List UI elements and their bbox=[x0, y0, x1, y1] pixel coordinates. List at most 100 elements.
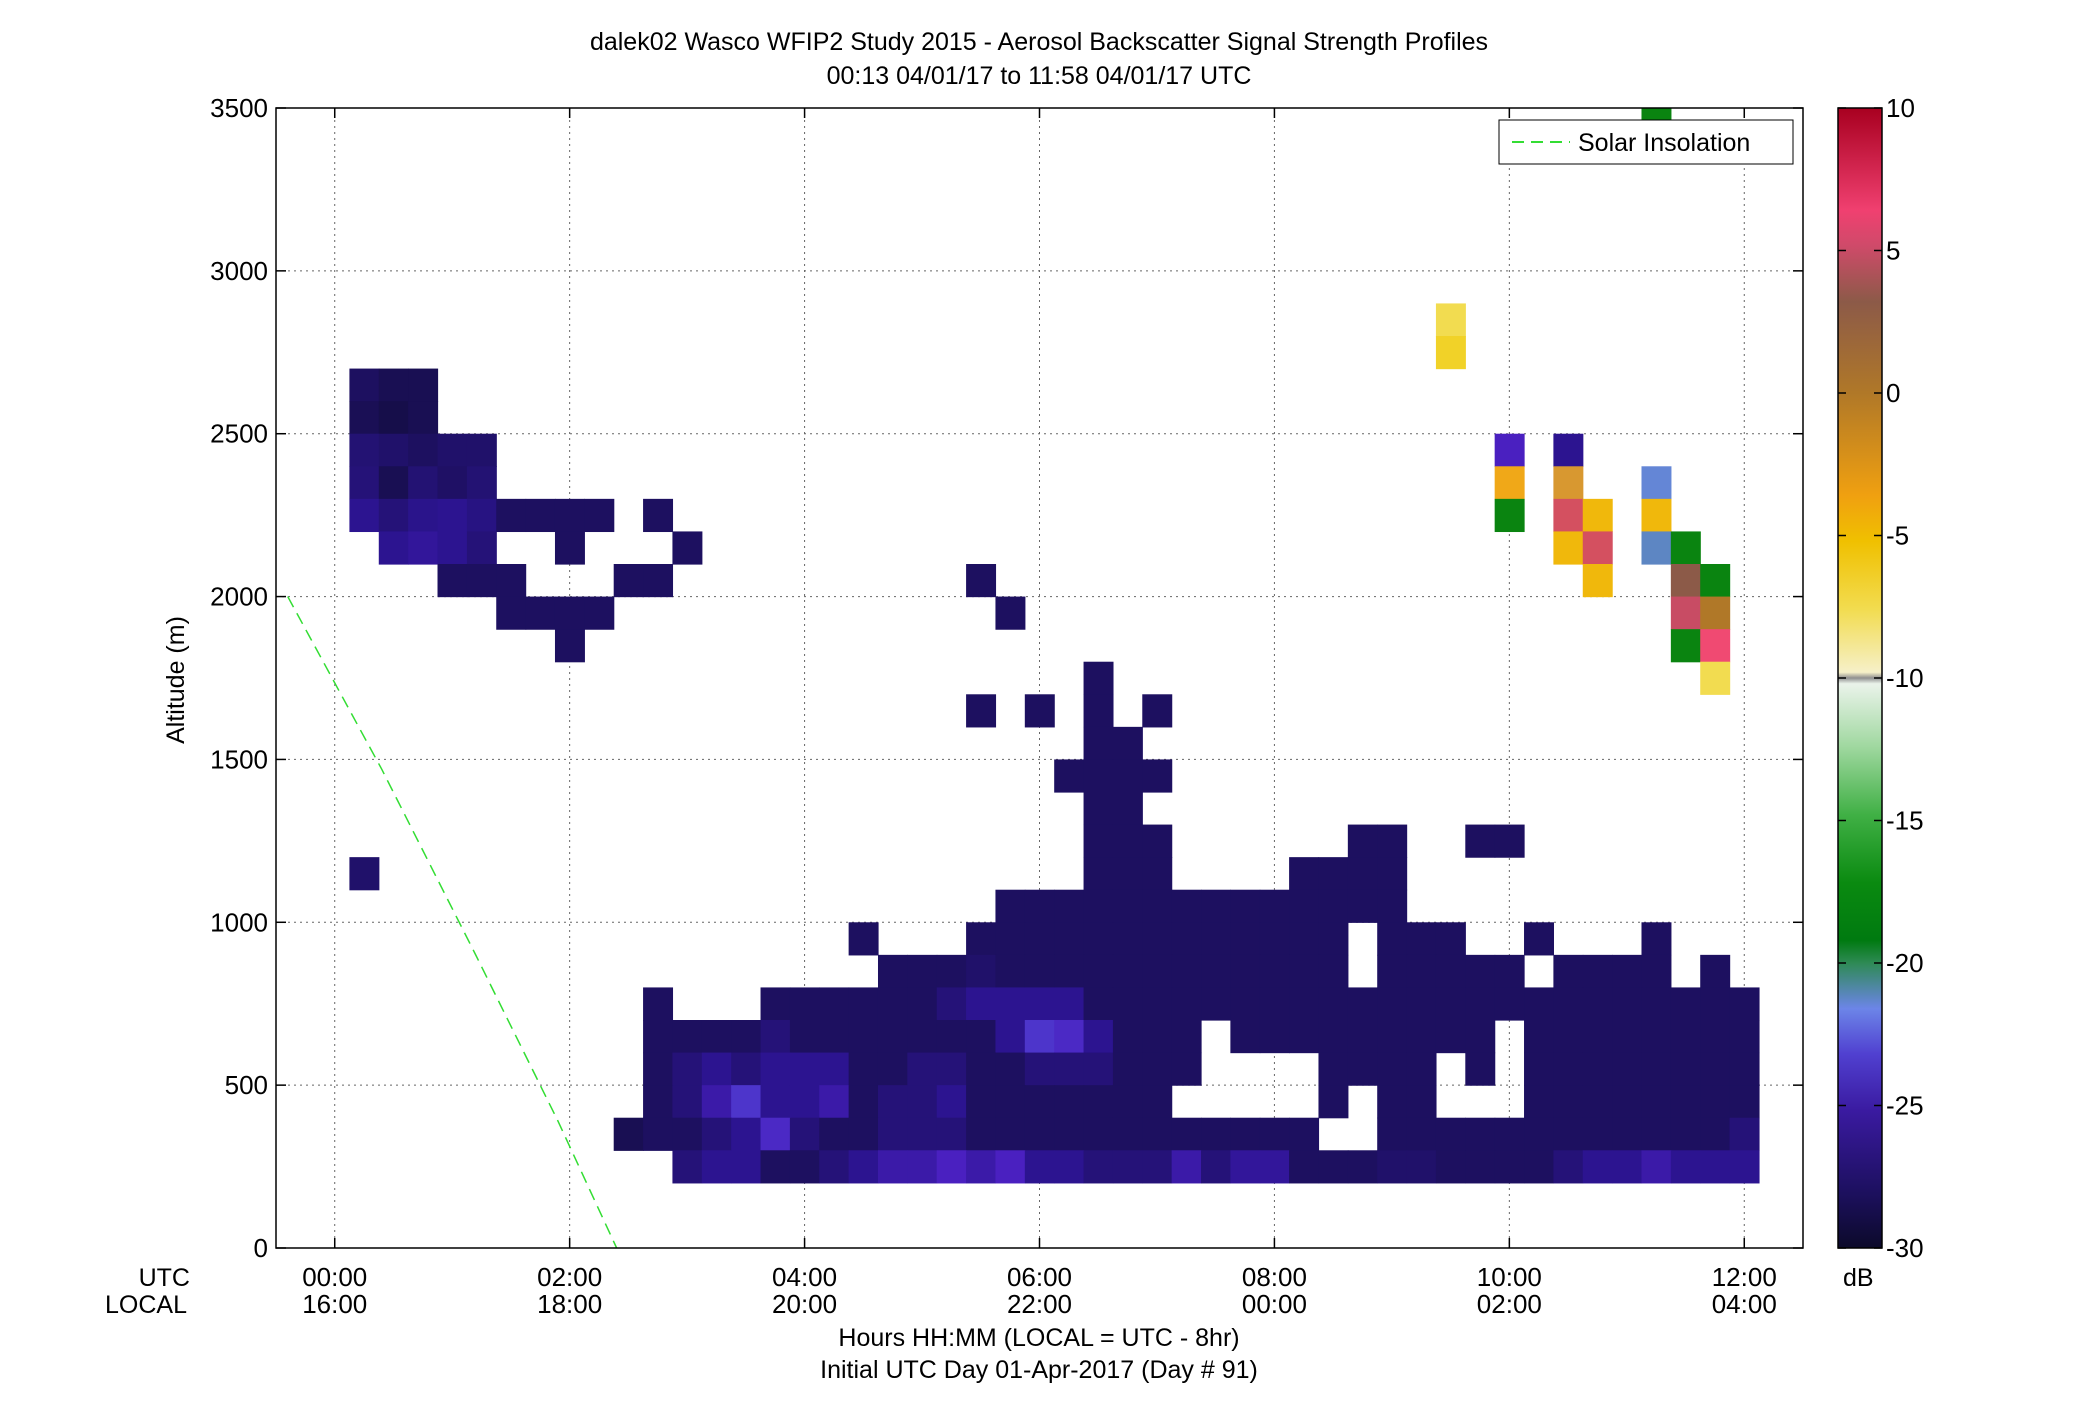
heatmap-cell bbox=[1700, 564, 1731, 598]
heatmap-cell bbox=[877, 954, 908, 989]
heatmap-cell bbox=[643, 564, 674, 598]
heatmap-cell bbox=[1729, 1150, 1760, 1184]
heatmap-cell bbox=[643, 987, 674, 1021]
heatmap-cell bbox=[1524, 922, 1554, 956]
heatmap-cell bbox=[1259, 1117, 1290, 1151]
x-tick-label-utc: 06:00 bbox=[1007, 1262, 1072, 1292]
heatmap-cell bbox=[613, 564, 644, 598]
heatmap-cell bbox=[525, 596, 556, 630]
heatmap-cell bbox=[1435, 922, 1466, 956]
heatmap-cell bbox=[349, 433, 380, 467]
heatmap-cell bbox=[1083, 1150, 1114, 1184]
heatmap-cell bbox=[907, 1117, 938, 1151]
legend-box bbox=[1498, 119, 1794, 165]
heatmap-cell bbox=[1641, 987, 1672, 1021]
heatmap-cell bbox=[1054, 1150, 1085, 1184]
heatmap-cell bbox=[731, 1117, 762, 1151]
heatmap-cell bbox=[349, 368, 380, 402]
heatmap-cell bbox=[1171, 954, 1202, 989]
heatmap-cell bbox=[1582, 1052, 1613, 1086]
heatmap-cell bbox=[1318, 922, 1349, 956]
heatmap-cell bbox=[1729, 1117, 1760, 1151]
heatmap-cell bbox=[1700, 596, 1731, 630]
heatmap-cell bbox=[672, 1020, 703, 1054]
heatmap-cell bbox=[1083, 987, 1114, 1021]
heatmap-cell bbox=[1729, 987, 1760, 1021]
heatmap-cell bbox=[1230, 954, 1261, 989]
heatmap-cell bbox=[1318, 954, 1349, 989]
heatmap-cell bbox=[1142, 1052, 1173, 1086]
heatmap-cell bbox=[1700, 1150, 1731, 1184]
heatmap-cell bbox=[1259, 889, 1290, 923]
y-axis-label: Altitude (m) bbox=[162, 616, 190, 744]
heatmap-cell bbox=[995, 922, 1026, 956]
heatmap-cell bbox=[349, 401, 380, 435]
heatmap-cell bbox=[1553, 1052, 1584, 1086]
heatmap-cell bbox=[731, 1085, 762, 1119]
colorbar-tick-label: -30 bbox=[1886, 1233, 1924, 1263]
heatmap-cell bbox=[1289, 954, 1320, 989]
heatmap-cell bbox=[1083, 759, 1114, 793]
heatmap-cell bbox=[408, 531, 439, 565]
heatmap-cell bbox=[1112, 1117, 1143, 1151]
heatmap-cell bbox=[877, 1052, 908, 1086]
heatmap-cell bbox=[731, 1052, 762, 1086]
heatmap-cell bbox=[1524, 987, 1554, 1021]
heatmap-cell bbox=[1318, 1085, 1349, 1119]
y-axis: 0 500 1000 1500 2000 2500 3000 3500 bbox=[210, 93, 1803, 1263]
x-tick-label-local: 02:00 bbox=[1477, 1289, 1542, 1319]
heatmap-cell bbox=[966, 564, 997, 598]
chart-title: dalek02 Wasco WFIP2 Study 2015 - Aerosol… bbox=[590, 28, 1488, 56]
heatmap-cell bbox=[1171, 889, 1202, 923]
heatmap-cell bbox=[1435, 1117, 1466, 1151]
colorbar-tick-label: 10 bbox=[1886, 93, 1915, 123]
colorbar-label: dB bbox=[1843, 1264, 1874, 1292]
heatmap-cell bbox=[1112, 922, 1143, 956]
heatmap-cell bbox=[819, 1117, 850, 1151]
heatmap-cell bbox=[1083, 922, 1114, 956]
heatmap-cell bbox=[1142, 1150, 1173, 1184]
heatmap-cell bbox=[936, 987, 967, 1021]
heatmap-cell bbox=[1670, 629, 1701, 663]
heatmap-cell bbox=[966, 954, 997, 989]
heatmap-cell bbox=[936, 1052, 967, 1086]
heatmap-cell bbox=[408, 433, 439, 467]
heatmap-cell bbox=[1612, 987, 1643, 1021]
heatmap-cell bbox=[760, 1150, 791, 1184]
heatmap-cell bbox=[437, 433, 468, 467]
heatmap-cell bbox=[1435, 336, 1466, 370]
heatmap-cell bbox=[1641, 1085, 1672, 1119]
heatmap-cell bbox=[848, 1020, 879, 1054]
x-tick-label-local: 22:00 bbox=[1007, 1289, 1072, 1319]
heatmap-cell bbox=[1230, 922, 1261, 956]
heatmap-cell bbox=[789, 1150, 820, 1184]
heatmap-cell bbox=[1083, 1020, 1114, 1054]
heatmap-cell bbox=[1142, 824, 1173, 858]
heatmap-cell bbox=[643, 1085, 674, 1119]
heatmap-cell bbox=[1024, 1150, 1055, 1184]
heatmap-cell bbox=[1582, 1150, 1613, 1184]
heatmap-cell bbox=[1083, 792, 1114, 826]
x-tick-label-local: 16:00 bbox=[302, 1289, 367, 1319]
heatmap-cell bbox=[1142, 987, 1173, 1021]
heatmap-cell bbox=[1054, 987, 1085, 1021]
heatmap-cell bbox=[1670, 1052, 1701, 1086]
y-tick-label: 3000 bbox=[210, 256, 268, 286]
heatmap-cell bbox=[1142, 1020, 1173, 1054]
heatmap-cell bbox=[1553, 954, 1584, 989]
heatmap-cell bbox=[1230, 1020, 1261, 1054]
heatmap-cell bbox=[995, 1117, 1026, 1151]
heatmap-cell bbox=[1553, 531, 1584, 565]
heatmap-cell bbox=[1406, 1020, 1437, 1054]
heatmap-cell bbox=[1494, 1117, 1525, 1151]
heatmap-cell bbox=[1612, 1085, 1643, 1119]
heatmap-cell bbox=[1553, 1150, 1584, 1184]
x-axis-label-2: Initial UTC Day 01-Apr-2017 (Day # 91) bbox=[820, 1356, 1258, 1384]
heatmap-cell bbox=[1377, 857, 1408, 891]
heatmap-cell bbox=[1641, 466, 1672, 500]
heatmap-cell bbox=[819, 1085, 850, 1119]
x-tick-label-utc: 12:00 bbox=[1712, 1262, 1777, 1292]
heatmap-cell bbox=[1435, 1020, 1466, 1054]
heatmap-cell bbox=[1142, 889, 1173, 923]
heatmap-cell bbox=[1024, 922, 1055, 956]
